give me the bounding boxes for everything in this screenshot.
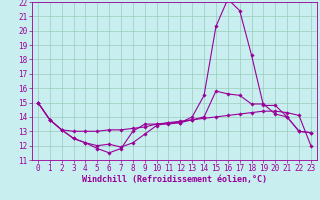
- X-axis label: Windchill (Refroidissement éolien,°C): Windchill (Refroidissement éolien,°C): [82, 175, 267, 184]
